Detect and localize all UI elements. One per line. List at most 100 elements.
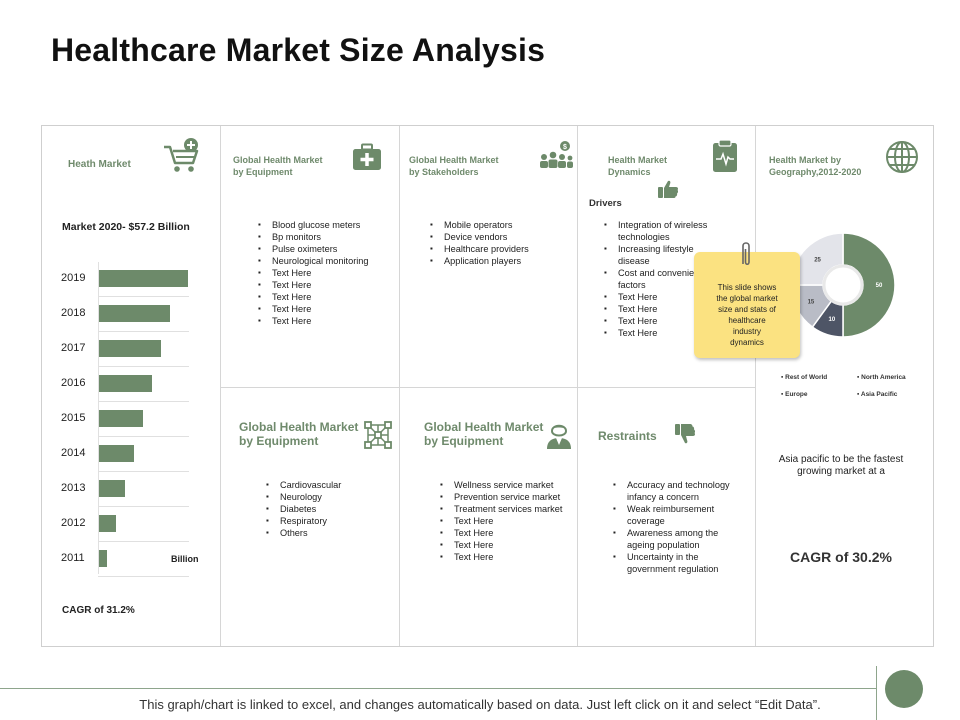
list-item: Neurology: [266, 491, 341, 503]
equipment-heading-3: Global Health Market by Equipment: [424, 420, 543, 448]
heath-market-cagr: CAGR of 31.2%: [62, 605, 135, 616]
bar-chart-unit-label: Billion: [171, 554, 199, 564]
footer-note: This graph/chart is linked to excel, and…: [139, 697, 821, 712]
services-list: Wellness service marketPrevention servic…: [439, 479, 562, 563]
market-2020-label: Market 2020- $57.2 Billion: [62, 221, 190, 233]
grid-divider: [220, 387, 755, 388]
bar-category-label: 2016: [61, 377, 86, 389]
list-item: Text Here: [258, 303, 369, 315]
list-item: Text Here: [604, 327, 709, 339]
bar: [98, 375, 152, 392]
geography-note: Asia pacific to be the fastest growing m…: [757, 454, 925, 478]
list-item: Text Here: [604, 303, 709, 315]
list-item: disease: [618, 256, 650, 266]
sticky-note-line: size and stats of: [718, 305, 776, 314]
sticky-note-text: This slide shows the global market size an…: [702, 282, 792, 348]
list-item: Awareness among the: [613, 527, 730, 539]
grid-divider: [755, 126, 756, 646]
bar-gridline: [98, 436, 189, 437]
geography-cagr: CAGR of 30.2%: [790, 549, 892, 565]
donut-slice-label: 25: [814, 258, 821, 264]
list-item: Healthcare providers: [430, 243, 529, 255]
svg-text:$: $: [563, 144, 567, 151]
first-aid-kit-icon: [353, 143, 381, 170]
list-item: Uncertainty in the: [613, 551, 730, 563]
bar-gridline: [98, 296, 189, 297]
equipment-heading-2: Global Health Market by Equipment: [239, 420, 358, 448]
list-item: Prevention service market: [440, 491, 562, 503]
globe-icon: [886, 141, 918, 173]
bar-category-label: 2017: [61, 342, 86, 354]
list-item: Respiratory: [266, 515, 341, 527]
bar: [98, 550, 107, 567]
heading-line: by Stakeholders: [409, 167, 479, 177]
page-title: Healthcare Market Size Analysis: [51, 32, 546, 68]
list-item: Text Here: [604, 315, 709, 327]
drivers-list: Integration of wirelesstechnologiesIncre…: [603, 219, 709, 339]
heading-line: Global Health Market: [233, 155, 323, 165]
legend-item: ▪ Europe: [781, 391, 808, 398]
paperclip-icon: [742, 242, 750, 266]
sticky-note-line: healthcare: [728, 316, 766, 325]
market-grid: [41, 125, 934, 647]
list-item: Diabetes: [266, 503, 341, 515]
bar-chart-axis: [98, 262, 99, 574]
heading-line: Health Market: [608, 155, 668, 165]
heading-line: Global Health Market: [239, 420, 359, 434]
list-item: Weak reimbursement: [613, 503, 730, 515]
restraints-heading: Restraints: [598, 429, 657, 443]
note-line: Asia pacific to be the fastest: [778, 454, 904, 465]
stakeholders-heading: Global Health Market by Stakeholders: [409, 154, 499, 178]
list-item: Text Here: [440, 527, 562, 539]
list-item: Integration of wireless: [604, 219, 709, 231]
footer-divider: [0, 688, 876, 689]
equipment-list-2: CardiovascularNeurologyDiabetesRespirato…: [265, 479, 341, 539]
stakeholders-list: Mobile operatorsDevice vendorsHealthcare…: [429, 219, 529, 267]
grid-divider: [577, 126, 578, 646]
list-item: Mobile operators: [430, 219, 529, 231]
list-item: coverage: [627, 516, 665, 526]
shopping-cart-plus-icon: [164, 138, 199, 172]
bar: [98, 270, 188, 287]
list-item: Text Here: [440, 539, 562, 551]
list-item: ageing population: [627, 540, 700, 550]
donut-slice-label: 50: [876, 283, 883, 289]
heading-line: by Equipment: [424, 434, 504, 448]
bar-gridline: [98, 471, 189, 472]
bar: [98, 445, 134, 462]
bar-category-label: 2015: [61, 412, 86, 424]
list-item: Blood glucose meters: [258, 219, 369, 231]
drivers-label: Drivers: [589, 198, 622, 209]
legend-item: ▪ North America: [857, 374, 906, 381]
list-item: Pulse oximeters: [258, 243, 369, 255]
bar-gridline: [98, 576, 189, 577]
sticky-note-line: dynamics: [730, 338, 764, 347]
equipment-heading: Global Health Market by Equipment: [233, 154, 323, 178]
list-item: Treatment services market: [440, 503, 562, 515]
list-item: Others: [266, 527, 341, 539]
list-item: Cardiovascular: [266, 479, 341, 491]
thumbs-down-icon: [675, 424, 696, 444]
network-nodes-icon: [364, 421, 392, 449]
bar: [98, 305, 170, 322]
donut-slice-label: 15: [808, 299, 815, 305]
legend-item: ▪ Rest of World: [781, 374, 828, 381]
list-item: Cost and convenience: [604, 267, 709, 279]
legend-label: North America: [861, 374, 906, 381]
list-item: Application players: [430, 255, 529, 267]
legend-label: Europe: [785, 391, 808, 398]
list-item: government regulation: [627, 564, 719, 574]
heading-line: Health Market by: [769, 155, 842, 165]
list-item: Text Here: [258, 291, 369, 303]
bar-gridline: [98, 401, 189, 402]
donut-hole: [822, 264, 864, 306]
legend-label: Rest of World: [785, 374, 828, 381]
list-item: infancy a concern: [627, 492, 700, 502]
bar-category-label: 2019: [61, 272, 86, 284]
bar-gridline: [98, 331, 189, 332]
list-item: Text Here: [258, 279, 369, 291]
list-item: Device vendors: [430, 231, 529, 243]
legend-item: ▪ Asia Pacific: [857, 391, 898, 398]
list-item: Wellness service market: [440, 479, 562, 491]
